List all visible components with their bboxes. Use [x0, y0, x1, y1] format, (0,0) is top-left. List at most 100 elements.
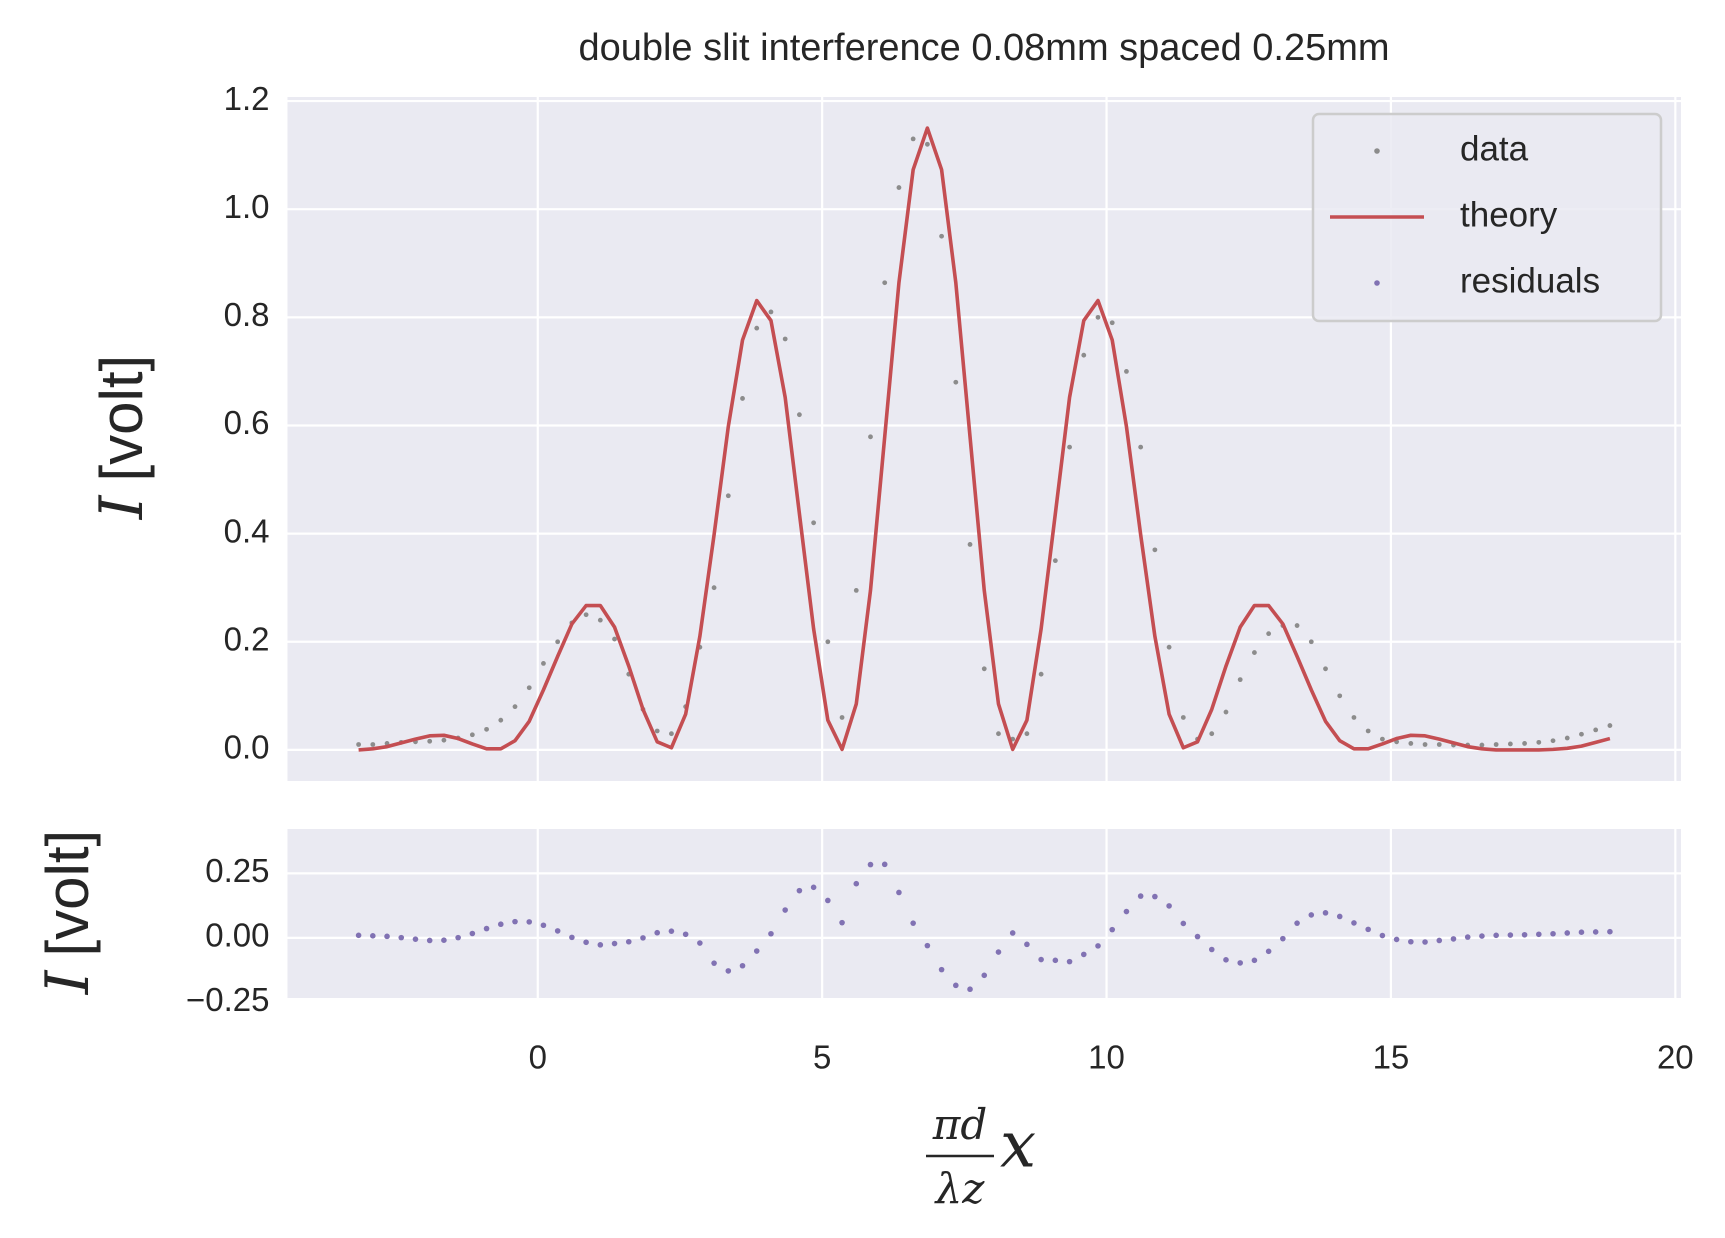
residuals-point	[611, 940, 618, 947]
residuals-point	[725, 968, 732, 974]
legend-label: residuals	[1460, 261, 1600, 300]
y-tick-label: 0.0	[224, 729, 270, 766]
data-point	[740, 396, 745, 401]
data-point	[512, 704, 518, 710]
data-point	[1351, 715, 1357, 720]
residuals-point	[384, 933, 390, 940]
residuals-point	[526, 919, 533, 925]
data-point	[754, 325, 760, 331]
data-point	[1607, 723, 1613, 728]
data-point	[1252, 650, 1257, 655]
residuals-point	[1550, 930, 1556, 937]
data-point	[555, 639, 561, 645]
data-point	[1052, 558, 1058, 564]
residuals-point	[810, 884, 817, 891]
data-point	[1579, 731, 1584, 737]
data-point	[1294, 623, 1300, 628]
data-point	[498, 717, 504, 723]
data-point	[711, 585, 717, 591]
y-label-unit: [volt]	[88, 355, 155, 482]
y-tick-label: 0.6	[224, 404, 270, 441]
data-point	[1109, 320, 1115, 326]
residuals-point	[370, 933, 376, 939]
residuals-point	[441, 937, 447, 944]
data-point	[597, 617, 603, 623]
data-point	[669, 731, 674, 737]
chart-title: double slit interference 0.08mm spaced 0…	[578, 27, 1389, 69]
residuals-point	[1237, 960, 1243, 966]
data-point	[1067, 444, 1072, 450]
x-tick-label: 20	[1657, 1039, 1694, 1076]
residuals-point	[1536, 931, 1542, 938]
residuals-point	[597, 942, 604, 948]
residuals-point	[967, 986, 973, 993]
data-point	[1550, 738, 1556, 744]
data-point	[1209, 731, 1215, 737]
residuals-point	[540, 922, 547, 929]
data-point	[1379, 736, 1385, 742]
residuals-point	[1436, 937, 1443, 944]
residuals-point	[796, 887, 803, 894]
residuals-point	[910, 920, 916, 926]
residuals-point	[469, 930, 476, 937]
residuals-point	[1009, 930, 1016, 936]
data-point	[924, 141, 930, 147]
residuals-point	[881, 861, 888, 868]
data-point	[441, 737, 447, 743]
data-point	[427, 738, 433, 744]
y-tick-label: 0.2	[224, 620, 270, 657]
residuals-point	[569, 934, 575, 941]
data-point	[1507, 741, 1513, 747]
residuals-point	[1607, 928, 1613, 935]
data-point	[1479, 742, 1485, 748]
data-point	[541, 660, 546, 666]
data-point	[654, 728, 660, 734]
data-point	[1493, 742, 1499, 747]
residuals-point	[668, 928, 675, 934]
residuals-point	[583, 939, 589, 946]
x-tick-label: 15	[1373, 1039, 1410, 1076]
residuals-point	[1365, 926, 1371, 933]
plot-marks	[355, 861, 1613, 993]
data-point	[1180, 715, 1186, 720]
residuals-point	[896, 889, 902, 896]
theory-line	[358, 126, 1611, 752]
residuals-point	[1052, 957, 1059, 964]
residuals-point	[924, 942, 931, 949]
residuals-point	[768, 930, 774, 937]
data-point	[967, 542, 973, 547]
data-point	[768, 309, 774, 315]
residuals-point	[654, 929, 661, 936]
residuals-point	[426, 937, 433, 944]
residuals-point	[1137, 893, 1144, 899]
residuals-point	[1066, 958, 1073, 965]
residuals-point	[1507, 932, 1514, 938]
data-point	[811, 520, 817, 526]
residuals-point	[1024, 941, 1030, 948]
data-point	[1081, 352, 1087, 358]
residuals-point	[839, 919, 845, 926]
residuals-point	[1152, 893, 1158, 900]
data-point	[910, 136, 916, 142]
legend-marker	[1374, 148, 1380, 154]
residuals-point	[1109, 926, 1116, 933]
residuals-point	[825, 897, 831, 904]
residuals-point	[867, 861, 874, 868]
residuals-point	[625, 938, 632, 945]
residuals-point	[697, 940, 703, 946]
x-tick-label: 0	[529, 1039, 547, 1076]
residuals-point	[1521, 931, 1528, 938]
x-tick-label: 5	[813, 1039, 831, 1076]
x-tick-label: 10	[1088, 1039, 1125, 1076]
residuals-point	[398, 934, 405, 941]
legend-label: data	[1460, 129, 1529, 168]
data-point	[1038, 671, 1044, 677]
data-point	[1124, 369, 1129, 374]
y-tick-label: −0.25	[186, 981, 270, 1018]
residuals-point	[412, 936, 419, 942]
residuals-point	[1294, 920, 1300, 926]
residuals-point	[1464, 934, 1471, 940]
data-point	[1223, 709, 1229, 715]
data-point	[1237, 677, 1243, 683]
